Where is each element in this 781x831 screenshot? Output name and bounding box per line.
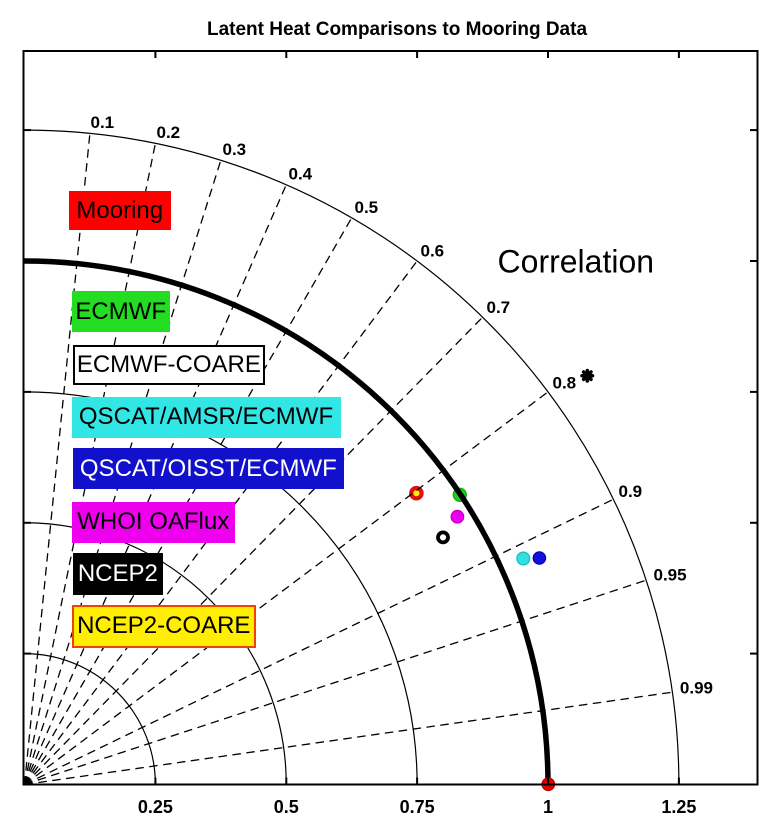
svg-text:0.7: 0.7 — [487, 298, 511, 317]
svg-text:0.9: 0.9 — [619, 482, 643, 501]
svg-text:0.95: 0.95 — [654, 565, 687, 584]
svg-text:0.6: 0.6 — [421, 242, 445, 261]
svg-text:Correlation: Correlation — [498, 244, 655, 280]
svg-text:0.2: 0.2 — [157, 123, 181, 142]
svg-text:0.5: 0.5 — [274, 797, 299, 817]
svg-text:0.4: 0.4 — [289, 165, 313, 184]
svg-text:0.25: 0.25 — [138, 797, 173, 817]
svg-text:0.5: 0.5 — [355, 198, 379, 217]
svg-text:1.25: 1.25 — [661, 797, 696, 817]
svg-text:0.1: 0.1 — [91, 113, 115, 132]
svg-text:0.3: 0.3 — [223, 140, 247, 159]
svg-text:1: 1 — [543, 797, 553, 817]
svg-text:0.8: 0.8 — [553, 374, 577, 393]
svg-text:Latent Heat Comparisons to Moo: Latent Heat Comparisons to Mooring Data — [207, 19, 587, 40]
svg-text:0.75: 0.75 — [400, 797, 435, 817]
svg-text:0.99: 0.99 — [680, 678, 713, 697]
